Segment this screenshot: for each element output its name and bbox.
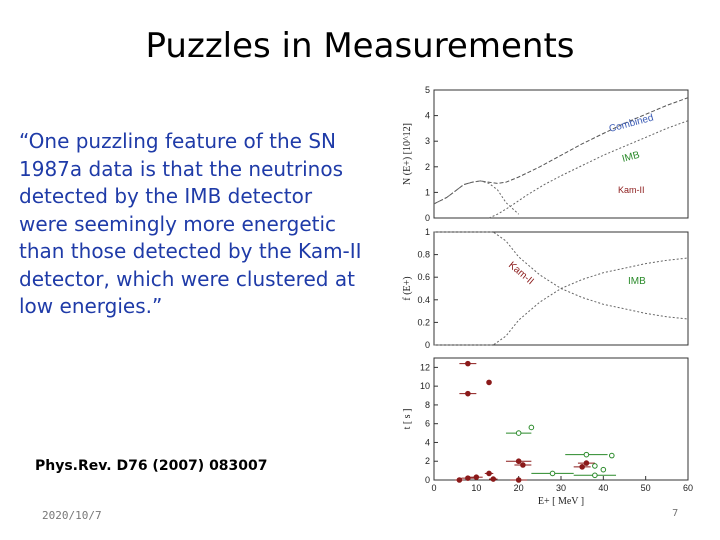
y-tick-label: 0	[425, 213, 430, 223]
data-point-kam	[465, 475, 471, 481]
data-point-imb	[609, 452, 615, 459]
curve-label-kam: Kam-II	[618, 185, 645, 195]
data-point-imb	[583, 451, 590, 458]
y-tick-label: 10	[420, 381, 430, 391]
data-point-kam	[486, 470, 492, 477]
y-axis-label: f (E+)	[402, 276, 413, 300]
quote-text: “One puzzling feature of the SN 1987a da…	[19, 129, 362, 318]
data-point-imb	[515, 430, 522, 436]
y-tick-label: 2	[425, 456, 430, 466]
slide-title: Puzzles in Measurements	[145, 26, 575, 66]
x-axis-label: E+ [ MeV ]	[538, 496, 584, 507]
y-tick-label: 6	[425, 419, 430, 429]
series-line-imb	[434, 257, 689, 346]
data-point-kam	[579, 464, 585, 470]
curve-label-imb: IMB	[628, 276, 646, 287]
data-point-imb	[592, 463, 598, 469]
x-tick-label: 30	[556, 483, 566, 493]
y-tick-label: 0.2	[417, 317, 430, 327]
data-point-kam	[465, 360, 471, 367]
curve-label-combined: Combined	[608, 112, 655, 134]
data-point-kam	[515, 458, 522, 465]
y-tick-label: 0.8	[417, 250, 430, 260]
x-tick-label: 60	[683, 483, 693, 493]
data-point-imb	[528, 424, 535, 431]
y-axis-label: N (E+) [10^12]	[402, 123, 413, 185]
y-tick-label: 4	[425, 111, 430, 121]
curve-label-imb: IMB	[621, 150, 641, 165]
y-tick-label: 0	[425, 340, 430, 350]
x-tick-label: 20	[514, 483, 524, 493]
data-point-kam	[456, 477, 463, 483]
panel-frame	[433, 89, 689, 219]
data-point-kam	[583, 460, 590, 466]
data-point-imb	[600, 466, 607, 473]
y-tick-label: 1	[425, 187, 430, 197]
data-point-kam	[473, 474, 480, 480]
reference-citation: Phys.Rev. D76 (2007) 083007	[35, 458, 268, 474]
y-axis-label: t [ s ]	[402, 409, 413, 430]
y-tick-label: 5	[425, 85, 430, 95]
x-tick-label: 10	[471, 483, 481, 493]
data-point-kam	[520, 462, 526, 468]
y-tick-label: 12	[420, 362, 430, 372]
panel-frame	[433, 231, 689, 346]
data-point-kam	[515, 477, 522, 483]
y-tick-label: 0.4	[417, 295, 430, 305]
slide-date: 2020/10/7	[42, 509, 102, 522]
x-tick-label: 0	[431, 483, 436, 493]
series-line-kam-ii	[433, 180, 520, 215]
panel-frame	[433, 357, 689, 481]
y-tick-label: 2	[425, 162, 430, 172]
curve-label-kam: Kam-II	[506, 260, 536, 287]
data-point-imb	[592, 472, 598, 479]
x-tick-label: 40	[598, 483, 608, 493]
y-tick-label: 1	[425, 227, 430, 237]
data-point-imb	[549, 470, 556, 477]
data-point-kam	[486, 379, 492, 386]
y-tick-label: 0.6	[417, 272, 430, 282]
page-number: 7	[672, 508, 679, 519]
series-line-kam-ii	[434, 231, 689, 320]
data-point-kam	[465, 390, 471, 397]
x-tick-label: 50	[641, 483, 651, 493]
y-tick-label: 0	[425, 475, 430, 485]
y-tick-label: 3	[425, 136, 430, 146]
series-line-imb	[488, 120, 689, 219]
data-point-kam	[490, 476, 497, 482]
y-tick-label: 8	[425, 400, 430, 410]
y-tick-label: 4	[425, 437, 430, 447]
